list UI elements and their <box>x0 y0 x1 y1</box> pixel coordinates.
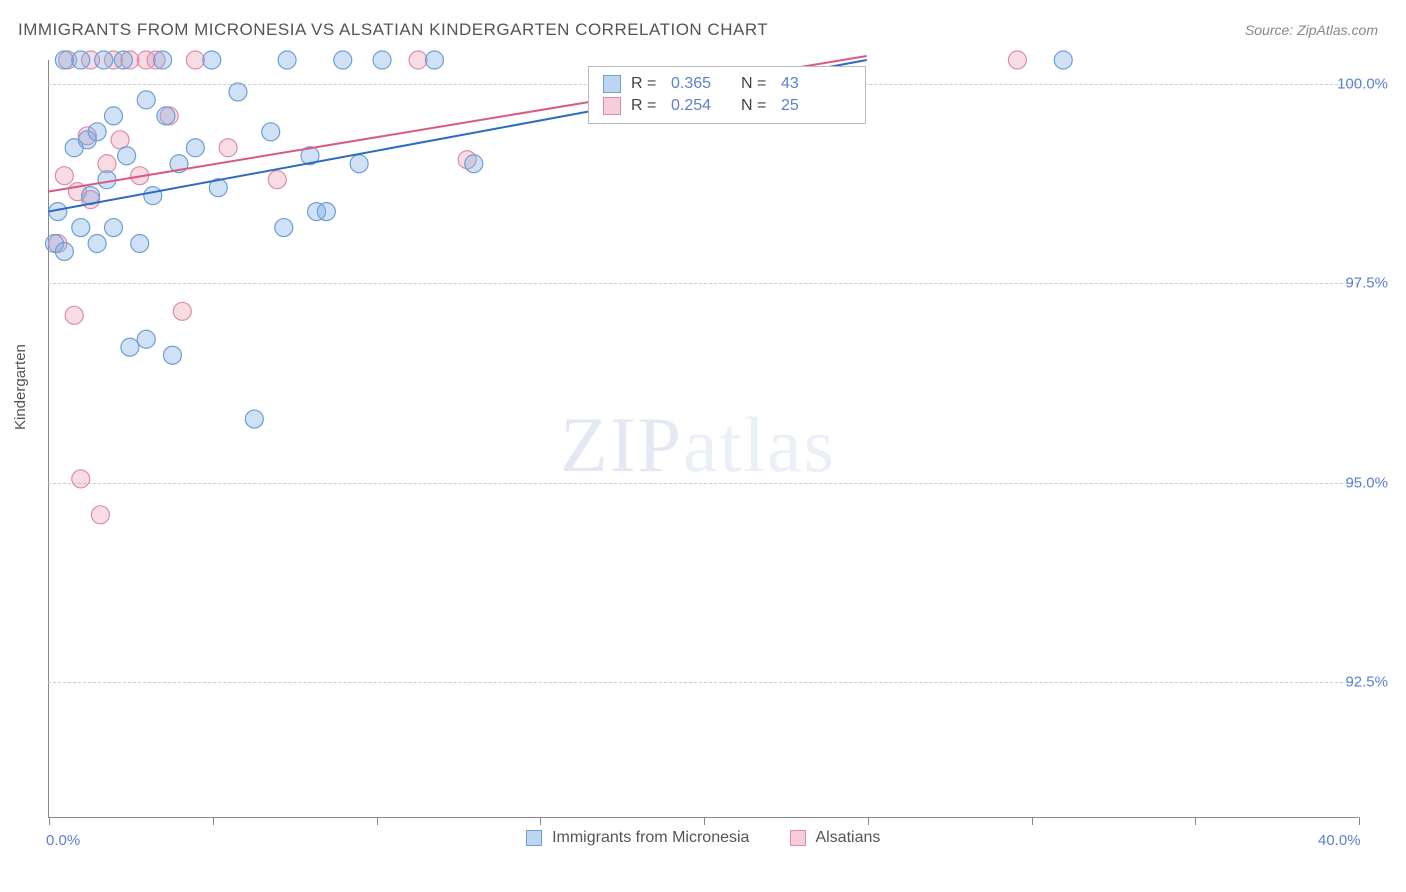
n-value-alsatians: 25 <box>781 97 851 115</box>
scatter-point <box>72 219 90 237</box>
scatter-point <box>229 83 247 101</box>
scatter-point <box>137 330 155 348</box>
n-label: N = <box>741 97 781 115</box>
scatter-point <box>157 107 175 125</box>
correlation-legend: R = 0.365 N = 43 R = 0.254 N = 25 <box>588 66 866 124</box>
legend-swatch-alsatians <box>603 97 621 115</box>
scatter-point <box>121 338 139 356</box>
x-tick <box>49 817 50 825</box>
scatter-point <box>98 155 116 173</box>
scatter-point <box>88 123 106 141</box>
scatter-point <box>144 187 162 205</box>
x-tick-label-max: 40.0% <box>1318 832 1361 849</box>
y-axis-label: Kindergarten <box>12 344 29 430</box>
scatter-point <box>55 51 73 69</box>
scatter-point <box>186 139 204 157</box>
legend-item-alsatians: Alsatians <box>790 829 880 846</box>
scatter-point <box>88 235 106 253</box>
legend-label-alsatians: Alsatians <box>815 829 880 846</box>
scatter-point <box>1054 51 1072 69</box>
legend-swatch-alsatians <box>790 830 806 846</box>
x-tick <box>1195 817 1196 825</box>
scatter-point <box>91 506 109 524</box>
scatter-point <box>425 51 443 69</box>
r-value-alsatians: 0.254 <box>671 97 741 115</box>
legend-item-micronesia: Immigrants from Micronesia <box>526 829 754 846</box>
x-tick <box>213 817 214 825</box>
scatter-point <box>186 51 204 69</box>
source-label: Source: ZipAtlas.com <box>1245 22 1378 38</box>
scatter-point <box>114 51 132 69</box>
scatter-point <box>275 219 293 237</box>
scatter-plot <box>48 60 1358 818</box>
scatter-point <box>55 167 73 185</box>
legend-swatch-micronesia <box>603 75 621 93</box>
scatter-point <box>465 155 483 173</box>
scatter-point <box>118 147 136 165</box>
scatter-point <box>173 302 191 320</box>
x-tick <box>1032 817 1033 825</box>
scatter-point <box>72 470 90 488</box>
scatter-point <box>245 410 263 428</box>
scatter-point <box>334 51 352 69</box>
legend-swatch-micronesia <box>526 830 542 846</box>
scatter-point <box>95 51 113 69</box>
scatter-point <box>72 51 90 69</box>
x-tick <box>377 817 378 825</box>
x-tick <box>868 817 869 825</box>
scatter-point <box>203 51 221 69</box>
scatter-point <box>219 139 237 157</box>
scatter-point <box>278 51 296 69</box>
x-tick-label-min: 0.0% <box>46 832 80 849</box>
scatter-point <box>1008 51 1026 69</box>
r-label: R = <box>631 75 671 93</box>
scatter-point <box>154 51 172 69</box>
scatter-point <box>65 306 83 324</box>
scatter-point <box>105 107 123 125</box>
scatter-point <box>373 51 391 69</box>
legend-row-micronesia: R = 0.365 N = 43 <box>603 73 851 95</box>
scatter-point <box>317 203 335 221</box>
scatter-point <box>409 51 427 69</box>
legend-label-micronesia: Immigrants from Micronesia <box>552 829 749 846</box>
x-tick <box>704 817 705 825</box>
x-tick <box>540 817 541 825</box>
scatter-point <box>163 346 181 364</box>
scatter-point <box>262 123 280 141</box>
series-legend: Immigrants from Micronesia Alsatians <box>0 829 1406 847</box>
scatter-point <box>55 242 73 260</box>
scatter-point <box>268 171 286 189</box>
r-value-micronesia: 0.365 <box>671 75 741 93</box>
scatter-point <box>350 155 368 173</box>
r-label: R = <box>631 97 671 115</box>
n-value-micronesia: 43 <box>781 75 851 93</box>
scatter-point <box>98 171 116 189</box>
scatter-point <box>131 235 149 253</box>
chart-title: IMMIGRANTS FROM MICRONESIA VS ALSATIAN K… <box>18 20 768 40</box>
scatter-point <box>137 91 155 109</box>
legend-row-alsatians: R = 0.254 N = 25 <box>603 95 851 117</box>
scatter-point <box>105 219 123 237</box>
scatter-point <box>111 131 129 149</box>
x-tick <box>1359 817 1360 825</box>
n-label: N = <box>741 75 781 93</box>
